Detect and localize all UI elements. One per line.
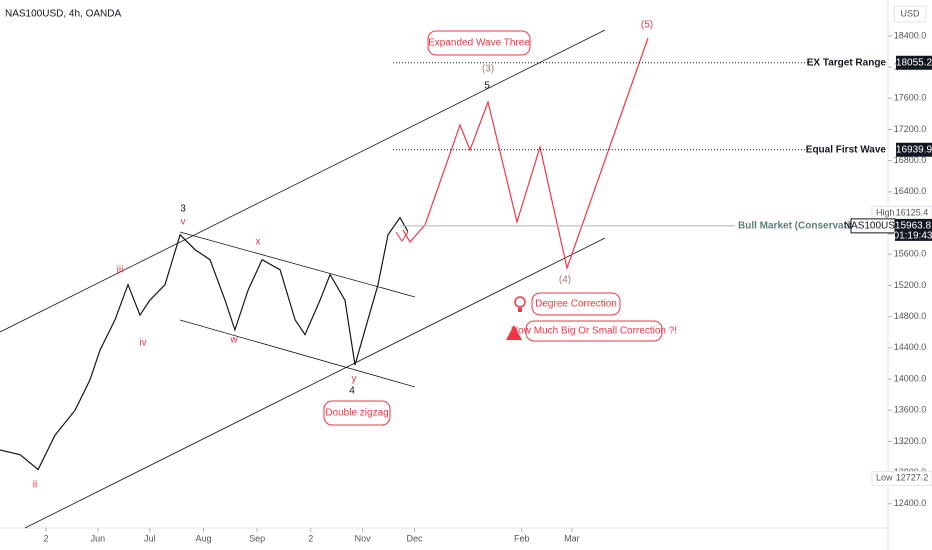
wave-label: 4	[349, 386, 355, 397]
symbol-label: NAS100USD	[844, 221, 902, 232]
extreme-value: 12727.2	[896, 473, 929, 483]
callout-text: Double zigzag	[325, 408, 388, 419]
x-tick-label: Jul	[144, 533, 156, 543]
y-tick-label: 18400.0	[894, 30, 927, 40]
callout-box	[531, 292, 621, 316]
x-tick-label: Jun	[91, 533, 106, 543]
x-tick-label: Sep	[249, 533, 265, 543]
wave-label: iv	[139, 338, 146, 349]
extreme-label: High	[876, 208, 895, 218]
price-line	[0, 216, 409, 471]
y-tick-label: 13600.0	[894, 405, 927, 415]
currency: USD	[900, 8, 920, 18]
price-tag-label: 16939.9	[896, 144, 932, 155]
x-tick-label: 2	[44, 533, 49, 543]
wave-label: x	[256, 237, 261, 248]
projection	[402, 37, 649, 271]
y-tick-label: 12400.0	[894, 498, 927, 508]
level-label: Bull Market (Conservative)	[738, 221, 864, 232]
y-tick-label: 14000.0	[894, 373, 927, 383]
wave-label: y	[352, 374, 357, 385]
bulb-icon	[514, 296, 526, 308]
channel-line	[24, 237, 606, 529]
extreme-value: 16125.4	[896, 208, 929, 218]
last-price-tag	[895, 218, 932, 241]
wave-label: (4)	[559, 275, 571, 286]
price-tag	[896, 142, 932, 157]
wave-label: iii	[117, 265, 124, 276]
bulb-icon	[518, 308, 522, 312]
extreme-tag	[871, 470, 932, 486]
x-tick-label: Nov	[355, 533, 372, 543]
price-tag	[896, 55, 932, 70]
extreme-label: Low	[876, 473, 893, 483]
warning-icon	[506, 325, 522, 340]
y-tick-label: 17200.0	[894, 124, 927, 134]
x-tick-label: Mar	[564, 533, 580, 543]
wave-label: (3)	[482, 64, 494, 75]
wave-label: (5)	[641, 20, 653, 31]
y-tick-label: 14800.0	[894, 311, 927, 321]
projection	[395, 231, 409, 242]
callout-text: How Much Big Or Small Correction ?!	[511, 326, 677, 337]
x-tick-label: Feb	[514, 533, 530, 543]
x-tick-label: 2	[308, 533, 313, 543]
channel	[0, 29, 606, 529]
channel-line	[0, 29, 606, 333]
wave-label: 5	[484, 81, 490, 92]
wave-label: w	[229, 335, 238, 346]
callout-box	[427, 30, 531, 56]
channel-line	[179, 231, 416, 298]
price-tag-label: 18055.2	[896, 57, 932, 68]
x-tick-label: Aug	[195, 533, 211, 543]
price-axis-bg	[888, 0, 932, 550]
wave-label: 3	[180, 204, 186, 215]
callout-box	[525, 320, 663, 342]
level-label: Equal First Wave	[806, 144, 887, 155]
y-tick-label: 13200.0	[894, 436, 927, 446]
x-tick-label: Dec	[406, 533, 423, 543]
y-tick-label: 15200.0	[894, 280, 927, 290]
y-tick-label: 15600.0	[894, 249, 927, 259]
chart-title: NAS100USD, 4h, OANDA	[5, 9, 121, 20]
y-tick-label: 16400.0	[894, 186, 927, 196]
callout-text: Expanded Wave Three	[428, 38, 530, 49]
callout-text: Degree Correction	[535, 299, 617, 310]
y-tick-label: 17600.0	[894, 93, 927, 103]
wave-label: v	[181, 217, 186, 228]
y-tick-label: 14400.0	[894, 342, 927, 352]
wave-label: ii	[33, 480, 37, 491]
countdown: 01:19:43	[894, 231, 932, 242]
y-tick-label: 16800.0	[894, 155, 927, 165]
currency-box	[893, 5, 927, 23]
callout-shapes	[323, 30, 663, 426]
channel-line	[179, 319, 416, 388]
last-price: 15963.8	[895, 221, 932, 232]
callout-box	[323, 400, 391, 426]
level-label: EX Target Range	[807, 57, 887, 68]
